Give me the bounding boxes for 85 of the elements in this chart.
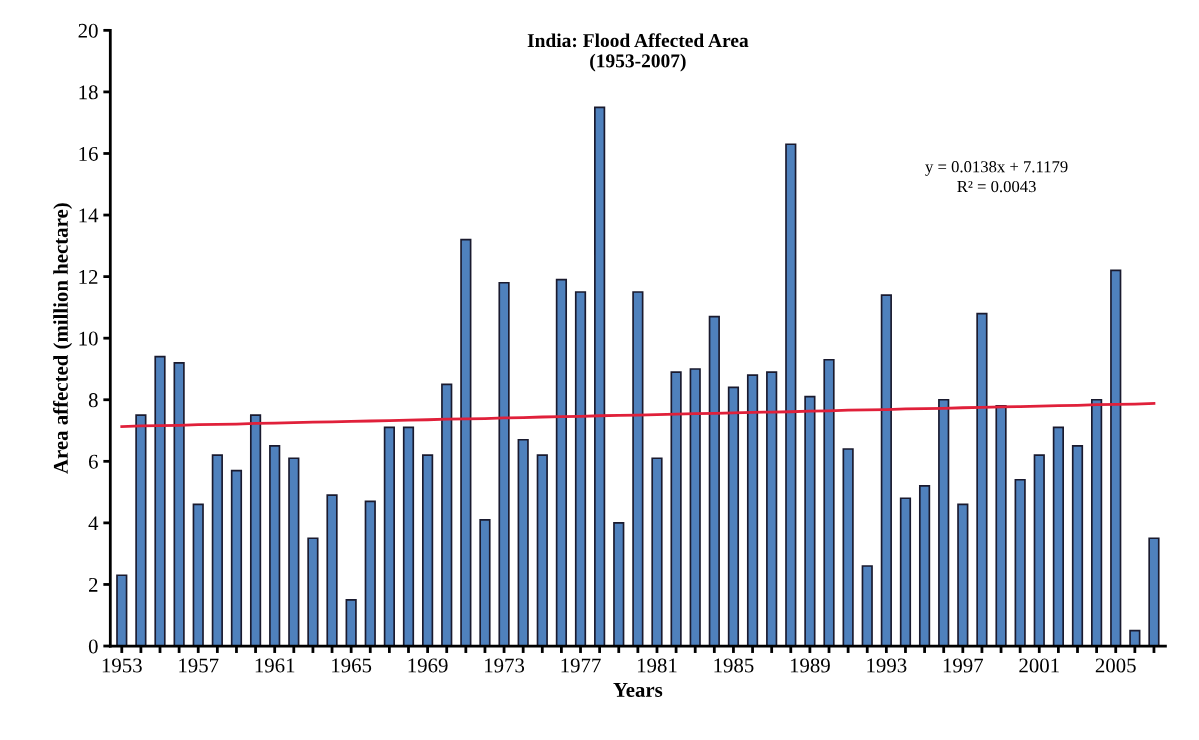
y-tick-label: 18: [79, 85, 98, 100]
bar: [938, 398, 950, 647]
x-tick-label: 1985: [714, 658, 754, 673]
x-tick-label: 1965: [332, 658, 372, 673]
x-tick-label: 1953: [102, 658, 142, 673]
x-tick-label: 1997: [943, 658, 984, 673]
bar: [957, 503, 969, 647]
bar: [307, 537, 319, 647]
bar: [402, 426, 415, 647]
bar: [249, 414, 262, 647]
text: India: Flood Affected Area (1953-2007): [527, 33, 749, 72]
y-tick-label: 16: [79, 146, 98, 161]
bar: [651, 457, 663, 647]
x-tick-label: 1993: [867, 658, 907, 673]
bar: [269, 445, 281, 647]
bar: [842, 448, 854, 647]
bar: [1071, 445, 1084, 647]
bar: [517, 438, 529, 647]
bar: [1091, 398, 1103, 647]
x-tick-label: 1977: [561, 658, 601, 673]
bar: [708, 315, 720, 647]
bar: [1033, 454, 1045, 647]
bar: [441, 383, 453, 647]
y-tick-label: 10: [79, 331, 98, 346]
bar: [574, 291, 587, 647]
bar: [345, 599, 357, 647]
bar: [613, 522, 625, 647]
bar: [1052, 426, 1065, 647]
bar: [1129, 629, 1141, 647]
bar: [766, 371, 778, 647]
x-tick-label: 1973: [485, 658, 525, 673]
bar: [899, 497, 912, 647]
y-tick-label: 0: [88, 639, 98, 654]
bar: [211, 454, 223, 647]
bar: [326, 494, 338, 647]
bar: [1148, 537, 1160, 647]
bar: [116, 574, 128, 647]
bar: [1110, 269, 1122, 647]
annotation: y = 0.0138x + 7.1179 R² = 0.0043: [925, 161, 1068, 193]
bar: [995, 405, 1007, 647]
y-tick-label: 2: [89, 577, 98, 592]
bar: [823, 358, 835, 647]
bar: [555, 278, 568, 647]
x-axis-title: Years: [613, 683, 663, 697]
bar: [135, 414, 147, 647]
line-series: [120, 402, 1156, 428]
bar: [192, 503, 204, 647]
bar: [976, 312, 988, 647]
bar: [421, 454, 434, 647]
y-tick-label: 8: [88, 393, 98, 408]
bar: [498, 281, 510, 647]
bar: [746, 374, 759, 647]
y-tick-label: 4: [88, 516, 99, 531]
bar: [918, 485, 931, 647]
x-tick-label: 1969: [408, 658, 448, 673]
bar: [383, 426, 395, 647]
x-tick-label: 2001: [1019, 658, 1059, 673]
bar: [173, 361, 185, 647]
bar: [364, 500, 376, 647]
bar: [689, 368, 701, 647]
bar: [785, 143, 797, 647]
bar: [861, 565, 873, 647]
bar: [670, 371, 682, 647]
bar: [230, 469, 243, 647]
bar: [594, 106, 606, 647]
y-tick-label: 6: [88, 454, 98, 469]
bar: [154, 355, 166, 647]
bar: [727, 386, 740, 647]
bar: [632, 291, 644, 647]
x-tick-label: 1957: [179, 658, 219, 673]
x-tick-label: 1961: [255, 658, 295, 673]
y-tick-label: 14: [79, 208, 99, 223]
y-tick-label: 20: [78, 23, 98, 38]
bar: [1014, 478, 1026, 647]
bar: [880, 294, 892, 647]
x-tick-label: 1981: [637, 658, 677, 673]
bar: [804, 395, 816, 647]
x-tick-label: 1989: [790, 658, 830, 673]
y-tick-label: 12: [79, 270, 98, 284]
bar: [460, 238, 472, 647]
bar: [536, 454, 548, 647]
bar: [288, 457, 300, 647]
x-tick-label: 2005: [1095, 658, 1136, 673]
y-axis-title: Area affected (million hectare): [53, 203, 73, 474]
bar: [479, 518, 491, 647]
